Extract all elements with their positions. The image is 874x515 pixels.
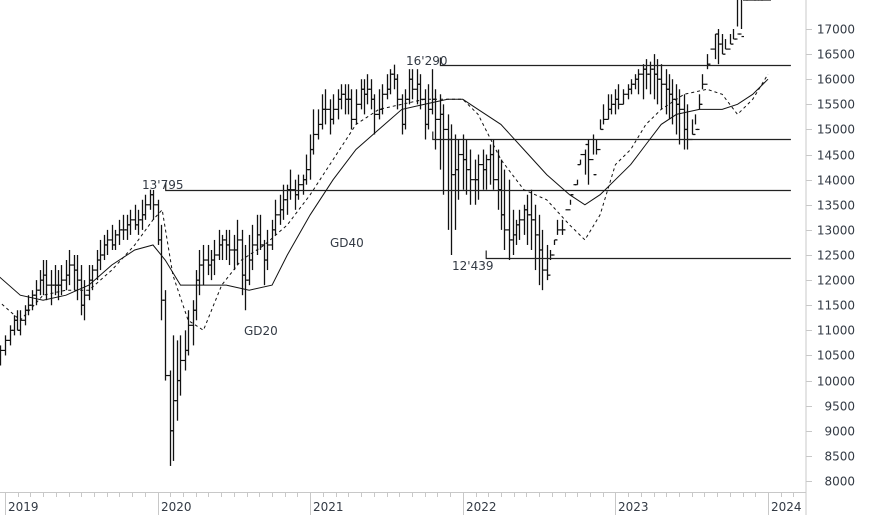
y-tick-label: 16000 [817,73,855,87]
x-tick-label-2022: 2022 [466,500,497,514]
price-bars [0,0,771,466]
y-tick-label: 9500 [824,400,855,414]
x-tick-label-2021: 2021 [313,500,344,514]
y-axis: 8000 8500 9000 9500 10000 10500 11000 11500 1200… [805,0,855,515]
y-tick-label: 13500 [817,199,855,213]
y-tick-label: 15500 [817,98,855,112]
y-tick-label: 14500 [817,149,855,163]
x-axis: 2019 2020 2021 2022 2023 2024 [0,492,806,515]
y-tick-label: 10500 [817,349,855,363]
y-tick-label: 8000 [824,475,855,489]
gd20-line [0,73,769,332]
y-tick-label: 10000 [817,375,855,389]
gd40-label: GD40 [330,236,364,250]
y-tick-label: 13000 [817,224,855,238]
x-tick-label-2024: 2024 [771,500,802,514]
horizontal-levels [165,57,791,260]
gd20-label: GD20 [244,324,278,338]
y-tick-label: 14000 [817,174,855,188]
level-label-16290: 16'290 [406,54,447,68]
x-tick-label-2019: 2019 [8,500,39,514]
y-tick-label: 11000 [817,324,855,338]
x-tick-label-2023: 2023 [618,500,649,514]
y-tick-label: 8500 [824,450,855,464]
gd40-line [0,78,769,301]
y-tick-label: 15000 [817,123,855,137]
y-tick-label: 16500 [817,48,855,62]
y-tick-label: 17000 [817,23,855,37]
y-tick-label: 12000 [817,274,855,288]
y-tick-label: 11500 [817,299,855,313]
moving-averages [0,73,769,332]
x-tick-label-2020: 2020 [161,500,192,514]
y-tick-label: 12500 [817,249,855,263]
level-label-12439: 12'439 [452,259,493,273]
y-tick-label: 9000 [824,425,855,439]
level-label-13795: 13'795 [142,178,183,192]
